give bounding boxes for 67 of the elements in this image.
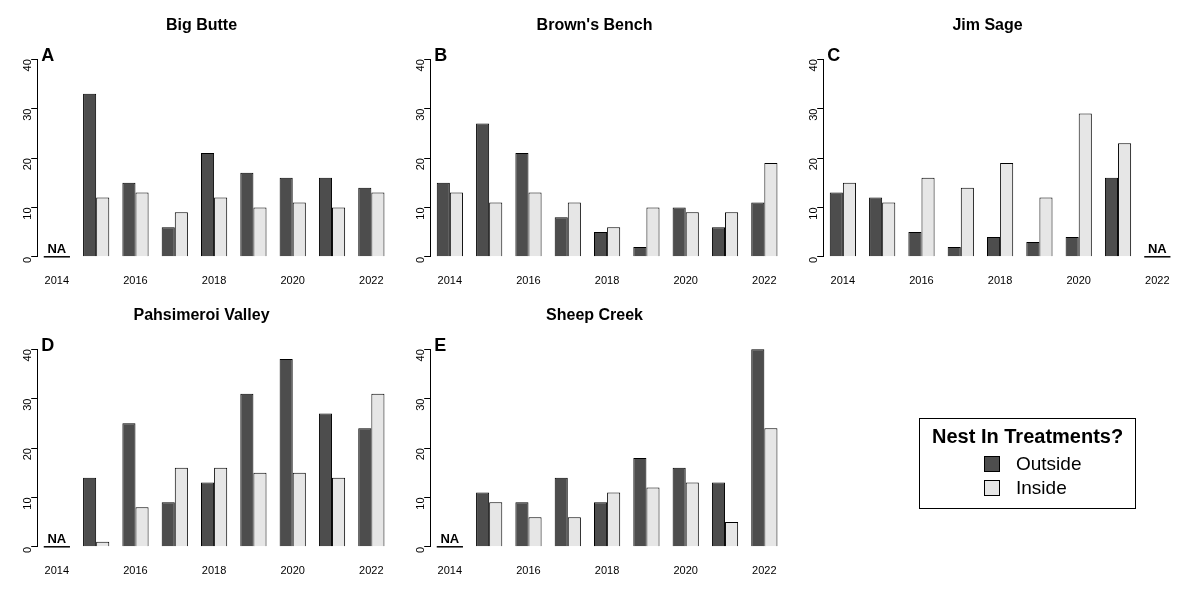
y-tick-label: 10 [807,207,820,220]
y-tick-label: 0 [21,256,34,263]
x-tick-label: 2022 [752,274,777,287]
y-tick-label: 30 [807,108,820,121]
y-tick-label: 30 [21,398,34,411]
x-tick-label: 2022 [752,564,777,577]
x-tick-label: 2022 [359,564,384,577]
chart-title: Sheep Creek [546,306,644,324]
x-tick-label: 2020 [673,564,698,577]
y-tick-label: 40 [414,59,427,72]
x-tick-label: 2016 [516,564,541,577]
x-tick-label: 2014 [44,564,70,577]
x-tick-label: 2014 [44,274,70,287]
x-tick-label: 2020 [673,274,698,287]
chart-title: Brown's Bench [536,16,653,34]
chart-title: Jim Sage [952,16,1023,34]
x-tick-label: 2018 [987,274,1013,287]
y-tick-label: 40 [21,59,34,72]
x-tick-label: 2022 [359,274,384,287]
y-tick-label: 0 [414,256,427,263]
y-tick-label: 10 [414,497,427,510]
y-tick-label: 20 [414,158,427,171]
legend-label: Inside [1016,476,1067,500]
x-tick-label: 2016 [123,564,148,577]
y-tick-label: 10 [21,497,34,510]
x-tick-label: 2016 [909,274,934,287]
x-tick-label: 2020 [280,274,305,287]
x-tick-label: 2014 [830,274,856,287]
y-tick-label: 20 [21,448,34,461]
x-tick-label: 2018 [594,274,620,287]
x-tick-label: 2014 [437,564,463,577]
annotation: D [41,335,55,356]
y-tick-label: 20 [807,158,820,171]
x-tick-label: 2020 [1066,274,1091,287]
y-tick-label: 20 [21,158,34,171]
y-tick-label: 30 [21,108,34,121]
x-tick-label: 2022 [1145,274,1170,287]
y-tick-label: 20 [414,448,427,461]
annotation: B [434,45,448,66]
annotation: A [41,45,55,66]
y-tick-label: 40 [807,59,820,72]
x-tick-label: 2018 [201,274,227,287]
chart-title: Big Butte [165,16,238,34]
x-tick-label: 2020 [280,564,305,577]
annotation: NA [47,240,67,256]
y-tick-label: 0 [21,546,34,553]
annotation: NA [440,530,460,546]
annotation: C [827,45,841,66]
annotation: NA [1147,240,1168,256]
y-tick-label: 10 [21,207,34,220]
y-tick-label: 10 [414,207,427,220]
legend-title: Nest In Treatments? [932,425,1124,448]
y-tick-label: 40 [414,349,427,362]
annotation: E [434,335,447,356]
x-tick-label: 2014 [437,274,463,287]
x-tick-label: 2018 [201,564,227,577]
legend-label: Outside [1016,452,1082,476]
x-tick-label: 2018 [594,564,620,577]
y-tick-label: 30 [414,108,427,121]
y-tick-label: 40 [21,349,34,362]
x-tick-label: 2016 [516,274,541,287]
annotation: NA [47,530,67,546]
x-tick-label: 2016 [123,274,148,287]
y-tick-label: 0 [414,546,427,553]
chart-title: Pahsimeroi Valley [133,306,270,324]
y-tick-label: 30 [414,398,427,411]
y-tick-label: 0 [807,256,820,263]
